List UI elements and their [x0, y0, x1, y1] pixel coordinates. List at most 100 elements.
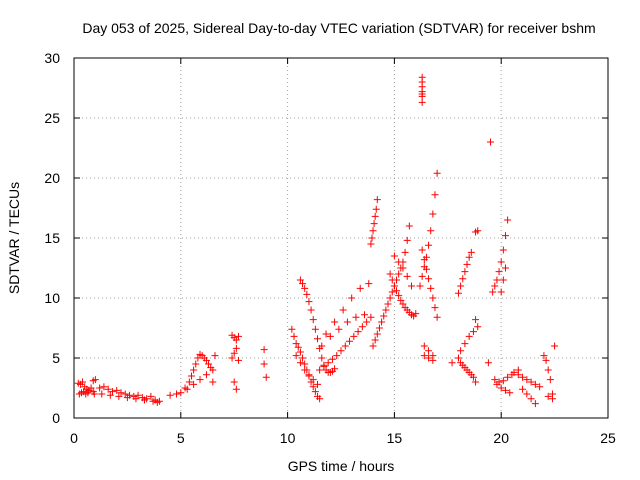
data-point: [418, 73, 426, 81]
series-rise-11.5-14h: [316, 284, 375, 374]
data-point: [205, 360, 213, 368]
data-point: [425, 354, 433, 362]
y-tick-label: 10: [44, 290, 60, 306]
data-point: [192, 360, 200, 368]
data-point: [499, 377, 507, 385]
series-7.5h-group: [228, 331, 270, 393]
data-point: [106, 391, 114, 399]
data-point: [467, 248, 475, 256]
data-point: [301, 360, 309, 368]
data-point: [418, 246, 426, 254]
data-point: [495, 268, 503, 276]
data-point: [369, 227, 377, 235]
data-point: [367, 313, 375, 321]
data-point: [472, 378, 480, 386]
data-point: [501, 386, 509, 394]
y-tick-label: 0: [52, 410, 60, 426]
data-point: [134, 391, 142, 399]
data-point: [544, 366, 552, 374]
y-tick-label: 5: [52, 350, 60, 366]
data-point: [474, 323, 482, 331]
data-point: [115, 392, 123, 400]
chart-title: Day 053 of 2025, Sidereal Day-to-day VTE…: [82, 20, 595, 36]
data-point: [499, 246, 507, 254]
data-point: [320, 362, 328, 370]
data-point: [196, 376, 204, 384]
data-point: [491, 376, 499, 384]
data-point: [307, 306, 315, 314]
data-point: [177, 389, 185, 397]
data-point: [527, 378, 535, 386]
data-point: [292, 340, 300, 348]
data-point: [96, 384, 104, 392]
data-point: [211, 352, 219, 360]
data-point: [420, 352, 428, 360]
data-point: [147, 392, 155, 400]
series-rise-10.6-12h: [296, 276, 339, 376]
data-point: [341, 342, 349, 350]
series-rise-4.5-7h: [166, 350, 219, 399]
data-point: [416, 282, 424, 290]
data-point: [183, 385, 191, 393]
data-point: [234, 332, 242, 340]
data-point: [90, 390, 98, 398]
data-point: [209, 366, 217, 374]
data-point: [519, 385, 527, 393]
data-point: [523, 390, 531, 398]
data-point: [350, 332, 358, 340]
y-axis-title: SDTVAR / TECUs: [6, 182, 22, 294]
data-point: [303, 290, 311, 298]
data-point: [98, 390, 106, 398]
x-tick-label: 10: [280, 430, 296, 446]
data-point: [365, 280, 373, 288]
data-point: [296, 359, 304, 367]
data-point: [337, 347, 345, 355]
series-late-19-22h: [484, 138, 522, 397]
data-point: [380, 312, 388, 320]
data-point: [427, 284, 435, 292]
data-point: [356, 284, 364, 292]
data-point: [527, 395, 535, 403]
data-point: [104, 385, 112, 393]
data-point: [232, 385, 240, 393]
data-point: [373, 330, 381, 338]
data-point: [311, 325, 319, 333]
series-arc-1-4h: [96, 383, 163, 406]
series-decline-18-19h: [454, 316, 482, 386]
data-point: [390, 252, 398, 260]
data-point: [117, 389, 125, 397]
data-point: [420, 256, 428, 264]
data-point: [363, 318, 371, 326]
x-tick-label: 0: [70, 430, 78, 446]
data-point: [382, 306, 390, 314]
data-point: [190, 380, 198, 388]
data-point: [113, 386, 121, 394]
data-point: [358, 323, 366, 331]
data-point: [531, 380, 539, 388]
x-tick-label: 5: [177, 430, 185, 446]
data-point: [405, 222, 413, 230]
data-point: [348, 294, 356, 302]
data-point: [370, 220, 378, 228]
series-fall-14.5-16h: [386, 252, 420, 320]
data-point: [399, 264, 407, 272]
y-tick-label: 30: [44, 50, 60, 66]
data-point: [87, 384, 95, 392]
data-point: [194, 354, 202, 362]
data-point: [333, 352, 341, 360]
data-point: [228, 354, 236, 362]
data-point: [390, 282, 398, 290]
data-point: [427, 227, 435, 235]
data-point: [510, 368, 518, 376]
data-point: [497, 288, 505, 296]
data-point: [318, 354, 326, 362]
data-point: [173, 390, 181, 398]
data-point: [418, 272, 426, 280]
y-tick-label: 20: [44, 170, 60, 186]
data-point: [294, 343, 302, 351]
data-point: [472, 316, 480, 324]
data-point: [290, 332, 298, 340]
data-point: [371, 336, 379, 344]
data-point: [461, 268, 469, 276]
